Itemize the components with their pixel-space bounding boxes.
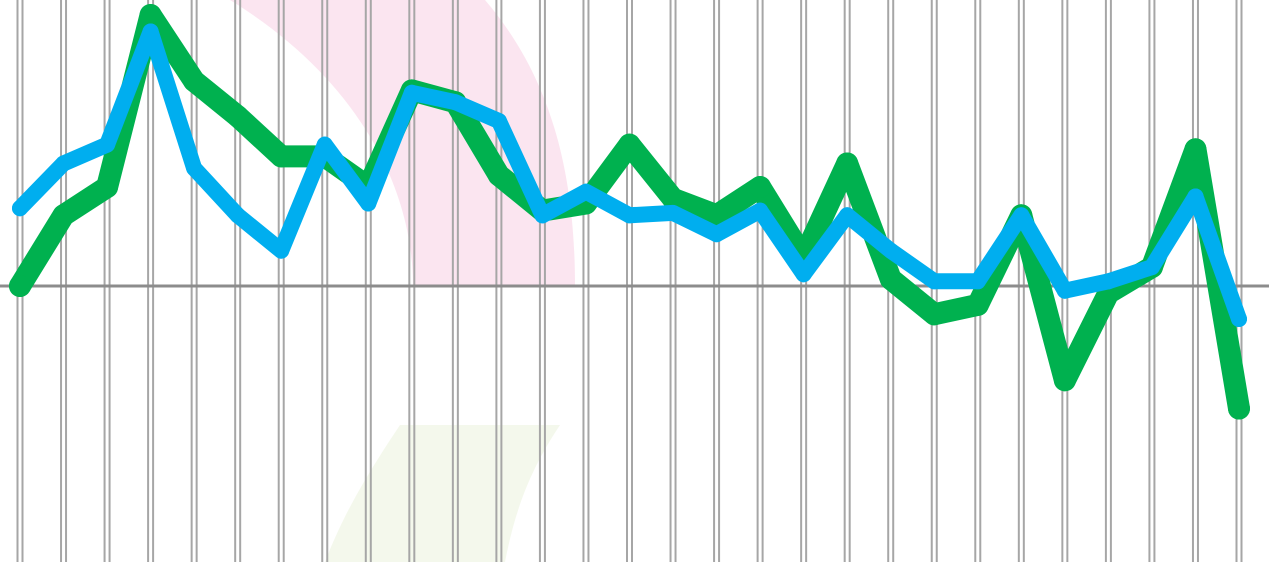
series-2-point xyxy=(273,243,289,259)
series-2-point xyxy=(752,203,768,219)
series-1-point xyxy=(183,70,205,92)
series-2-point xyxy=(665,205,681,221)
series-1-point xyxy=(9,275,31,297)
series-2-point xyxy=(1013,207,1029,223)
series-1-point xyxy=(96,176,118,198)
series-2-point xyxy=(404,85,420,101)
series-1-point xyxy=(1054,369,1076,391)
series-1-point xyxy=(1184,138,1206,160)
background-shape-green xyxy=(325,425,560,562)
series-2-point xyxy=(56,155,72,171)
series-1-point xyxy=(140,4,162,26)
background-shapes xyxy=(230,0,575,562)
series-1-point xyxy=(488,164,510,186)
series-2-point xyxy=(1100,273,1116,289)
series-2-point xyxy=(143,23,159,39)
series-2-point xyxy=(491,113,507,129)
series-2-point xyxy=(447,94,463,110)
series-1-point xyxy=(923,303,945,325)
series-2-point xyxy=(883,243,899,259)
series-2-point xyxy=(622,207,638,223)
series-2-point xyxy=(1057,283,1073,299)
series-2-point xyxy=(186,160,202,176)
series-2-point xyxy=(12,200,28,216)
series-2-point xyxy=(796,266,812,282)
series-1-point xyxy=(1228,398,1250,420)
series-2-point xyxy=(1187,188,1203,204)
series-2-point xyxy=(839,207,855,223)
series-2-point xyxy=(534,207,550,223)
series-1-point xyxy=(880,268,902,290)
series-2-point xyxy=(709,226,725,242)
series-1-point xyxy=(270,145,292,167)
series-2-point xyxy=(1144,259,1160,275)
series-1-point xyxy=(619,134,641,156)
series-lines xyxy=(9,4,1250,420)
series-1-point xyxy=(227,105,249,127)
series-2-point xyxy=(230,207,246,223)
series-2-point xyxy=(970,273,986,289)
series-1-point xyxy=(836,152,858,174)
series-2-point xyxy=(578,184,594,200)
series-1-point xyxy=(967,294,989,316)
series-1-point xyxy=(53,204,75,226)
series-2-point xyxy=(99,137,115,153)
series-2-point xyxy=(926,273,942,289)
series-2-point xyxy=(1231,311,1247,327)
series-2-point xyxy=(317,137,333,153)
series-1-point xyxy=(749,176,771,198)
series-2-point xyxy=(360,196,376,212)
